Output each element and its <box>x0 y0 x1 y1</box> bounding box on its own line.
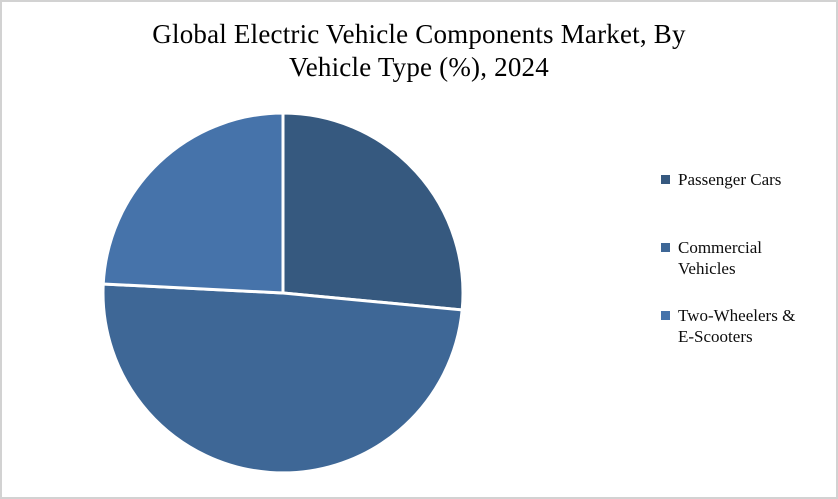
pie-slice-2 <box>101 111 285 295</box>
legend-marker-commercial-vehicles <box>661 243 670 252</box>
legend-marker-two-wheelers-e-scooters <box>661 311 670 320</box>
legend-marker-passenger-cars <box>661 175 670 184</box>
pie-slice-1 <box>101 282 464 475</box>
legend-label-two-wheelers-e-scooters: Two-Wheelers & E-Scooters <box>678 306 796 346</box>
chart-title-line-2: Vehicle Type (%), 2024 <box>289 52 549 82</box>
pie-chart <box>101 111 465 475</box>
pie-chart-area <box>99 109 467 477</box>
legend-item-passenger-cars: Passenger Cars <box>661 169 806 190</box>
legend-item-two-wheelers-e-scooters: Two-Wheelers & E-Scooters <box>661 305 806 347</box>
chart-title-line-1: Global Electric Vehicle Components Marke… <box>152 19 686 49</box>
pie-slice-0 <box>281 111 465 312</box>
legend-item-commercial-vehicles: Commercial Vehicles <box>661 237 806 279</box>
chart-title: Global Electric Vehicle Components Marke… <box>2 18 836 84</box>
legend-label-passenger-cars: Passenger Cars <box>678 170 782 189</box>
legend-label-commercial-vehicles: Commercial Vehicles <box>678 238 763 278</box>
